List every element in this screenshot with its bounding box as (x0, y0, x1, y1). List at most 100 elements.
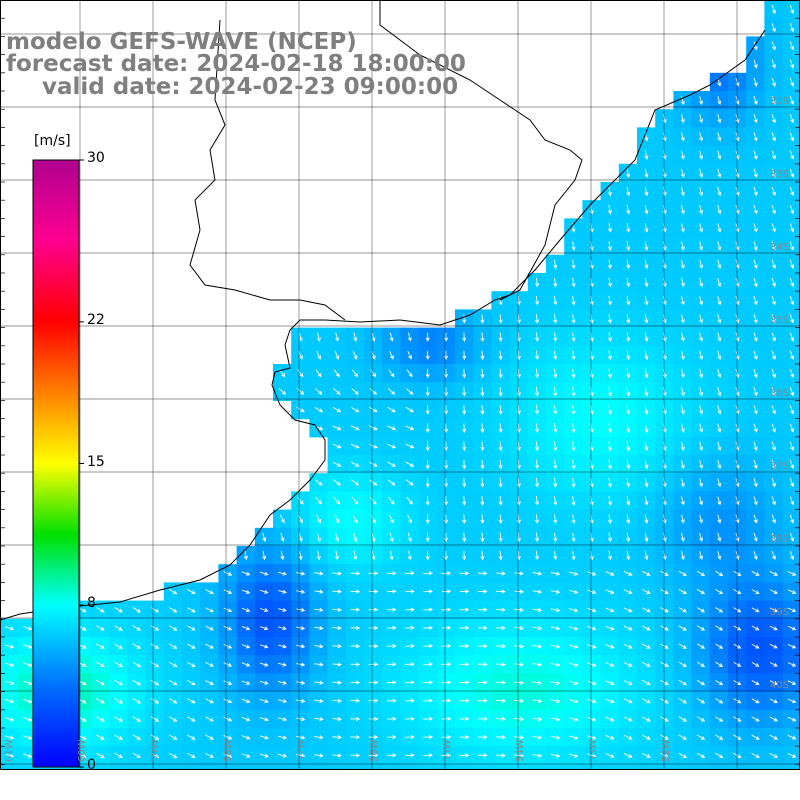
wind-arrow (771, 350, 776, 360)
wind-arrow (423, 643, 434, 649)
wind-arrow (717, 277, 722, 288)
wind-arrow (699, 314, 704, 324)
wind-arrow (168, 588, 178, 595)
wind-arrow (259, 662, 269, 667)
wind-arrow (405, 625, 415, 630)
longitude-label: 53W (588, 739, 599, 762)
wind-arrow (553, 514, 558, 524)
wind-arrow (460, 772, 469, 775)
wind-arrow (626, 441, 631, 452)
wind-arrow (680, 514, 685, 524)
wind-arrow (368, 680, 379, 685)
wind-cell (18, 764, 37, 770)
wind-cell (782, 182, 800, 201)
wind-arrow (150, 698, 160, 704)
wind-arrow (532, 662, 543, 667)
wind-arrow (498, 532, 503, 543)
wind-arrow (332, 479, 341, 486)
wind-arrow (788, 772, 796, 776)
wind-arrow (715, 734, 724, 740)
wind-arrow (386, 607, 397, 612)
wind-arrow (644, 204, 649, 215)
wind-arrow (405, 589, 415, 594)
wind-arrow (368, 735, 379, 740)
wind-arrow (751, 570, 760, 576)
longitude-label: 59W (150, 739, 161, 762)
wind-arrow (187, 661, 196, 667)
wind-arrow (715, 661, 724, 667)
wind-arrow (717, 459, 722, 470)
wind-arrow (605, 607, 615, 613)
wind-arrow (314, 680, 324, 685)
wind-arrow (495, 698, 506, 703)
wind-arrow (405, 662, 415, 667)
wind-arrow (350, 625, 361, 631)
longitude-label: 52W (661, 739, 672, 762)
wind-arrow (753, 241, 758, 251)
wind-arrow (187, 698, 196, 704)
wind-arrow (771, 441, 776, 451)
wind-arrow (332, 461, 342, 467)
wind-arrow (96, 752, 105, 758)
wind-arrow (371, 332, 376, 342)
wind-cell (782, 509, 800, 529)
wind-arrow (642, 625, 651, 631)
wind-arrow (678, 734, 688, 740)
latitude-label: 33S (770, 169, 789, 180)
wind-arrow (623, 571, 633, 576)
wind-arrow (753, 77, 758, 87)
wind-arrow (498, 314, 503, 324)
wind-arrow (388, 369, 395, 378)
wind-arrow (550, 699, 561, 704)
wind-arrow (587, 644, 597, 649)
wind-arrow (753, 350, 758, 360)
wind-arrow (605, 716, 615, 722)
wind-arrow (277, 699, 288, 704)
wind-arrow (205, 661, 214, 667)
wind-arrow (642, 698, 651, 704)
wind-arrow (644, 295, 649, 306)
wind-arrow (789, 241, 795, 251)
wind-arrow (696, 570, 706, 576)
wind-arrow (550, 717, 561, 722)
wind-arrow (699, 423, 704, 433)
latitude-label: 37S (770, 461, 789, 472)
wind-arrow (386, 680, 397, 685)
wind-arrow (553, 332, 558, 342)
wind-arrow (626, 186, 631, 197)
wind-arrow (769, 625, 778, 631)
wind-arrow (314, 626, 324, 631)
wind-arrow (787, 716, 797, 722)
wind-arrow (680, 259, 685, 269)
wind-arrow (753, 41, 758, 51)
wind-arrow (607, 459, 613, 470)
wind-arrow (423, 571, 433, 576)
wind-arrow (332, 772, 341, 775)
wind-arrow (350, 571, 361, 576)
wind-arrow (223, 753, 233, 758)
wind-arrow (477, 735, 488, 740)
wind-arrow (553, 441, 558, 452)
wind-arrow (642, 734, 651, 740)
wind-arrow (114, 607, 123, 613)
wind-arrow (278, 626, 287, 631)
wind-cell (91, 764, 110, 770)
latitude-labels: 31S 33S 34S 35S 36S 37S 38S 39S 40S (770, 96, 789, 691)
wind-arrow (571, 241, 576, 251)
wind-arrow (223, 571, 233, 576)
wind-arrow (316, 514, 322, 524)
wind-arrow (23, 753, 33, 758)
wind-arrow (350, 607, 361, 612)
wind-arrow (370, 369, 377, 378)
wind-arrow (699, 514, 704, 524)
wind-arrow (496, 735, 506, 740)
wind-arrow (680, 223, 685, 233)
wind-cell (436, 764, 456, 770)
wind-arrow (623, 716, 633, 722)
wind-arrow (623, 680, 633, 686)
wind-cell (491, 764, 511, 770)
wind-arrow (717, 223, 722, 233)
wind-arrow (605, 662, 615, 667)
wind-arrow (644, 314, 649, 324)
wind-arrow (642, 661, 651, 667)
